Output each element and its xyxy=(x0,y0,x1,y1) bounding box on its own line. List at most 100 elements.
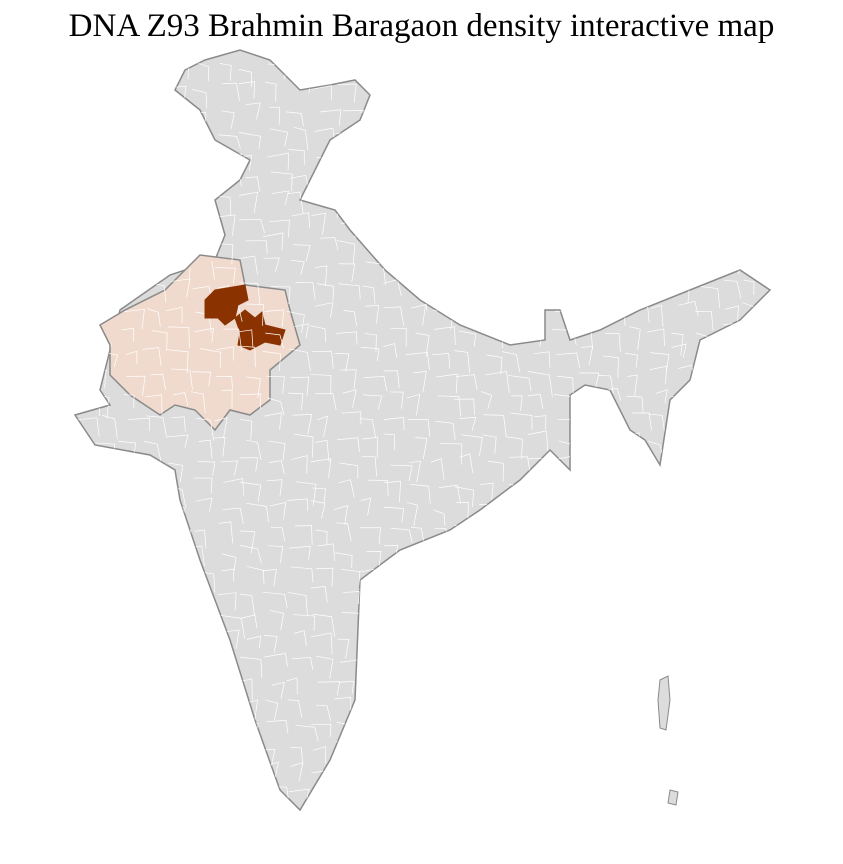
district-border-line xyxy=(198,660,220,683)
district-border-line xyxy=(507,545,522,565)
district-border-line xyxy=(175,223,195,240)
region-rajasthan[interactable] xyxy=(99,254,301,432)
district-border-line xyxy=(628,480,640,494)
district-border-line xyxy=(223,328,242,351)
district-border-line xyxy=(194,529,207,549)
district-border-line xyxy=(407,393,421,416)
district-border-line xyxy=(437,88,452,109)
region-district-high-south[interactable] xyxy=(234,309,286,351)
district-border-line xyxy=(652,526,667,547)
district-border-line xyxy=(556,352,581,369)
district-border-line xyxy=(698,545,712,568)
district-border-line xyxy=(575,609,591,625)
district-border-line xyxy=(167,746,183,769)
district-border-line xyxy=(622,262,643,280)
nicobar-islands[interactable] xyxy=(667,789,679,806)
district-border-line xyxy=(171,679,188,700)
district-border-line xyxy=(363,682,381,699)
district-border-line xyxy=(221,568,235,582)
district-border-line xyxy=(603,568,627,587)
district-border-line xyxy=(240,656,263,678)
district-border-line xyxy=(150,172,172,194)
district-border-line xyxy=(624,634,647,655)
district-border-line xyxy=(195,497,213,512)
district-border-line xyxy=(582,745,602,768)
district-border-line xyxy=(414,771,436,796)
district-border-line xyxy=(746,105,762,121)
district-border-line xyxy=(142,149,156,168)
district-border-line xyxy=(78,331,98,349)
district-border-line xyxy=(191,789,210,808)
district-border-line xyxy=(219,62,232,82)
district-border-line xyxy=(407,178,425,201)
district-border-line xyxy=(625,194,640,217)
district-border-line xyxy=(672,808,692,810)
district-border-line xyxy=(360,527,381,545)
district-border-line xyxy=(437,194,457,210)
district-border-line xyxy=(559,588,579,605)
region-district-high-north[interactable] xyxy=(204,284,249,326)
district-border-line xyxy=(534,615,552,637)
district-border-line xyxy=(124,677,143,691)
district-border-line xyxy=(511,242,531,267)
district-border-line xyxy=(414,653,439,675)
district-border-line xyxy=(391,723,413,742)
district-border-line xyxy=(747,453,762,473)
district-border-line xyxy=(119,260,134,275)
district-border-line xyxy=(146,308,161,327)
district-border-line xyxy=(294,323,309,339)
district-border-line xyxy=(558,82,573,99)
district-border-line xyxy=(96,728,119,752)
district-border-line xyxy=(677,241,699,263)
district-border-line xyxy=(382,156,404,180)
district-border-line xyxy=(748,346,765,364)
district-border-line xyxy=(654,464,676,489)
district-border-line xyxy=(290,259,305,276)
district-border-line xyxy=(769,144,770,166)
district-border-line xyxy=(317,681,341,696)
district-border-line xyxy=(118,807,135,810)
district-border-line xyxy=(390,464,413,481)
district-border-line xyxy=(599,128,620,151)
district-border-line xyxy=(79,719,102,734)
district-border-line xyxy=(341,764,367,785)
district-border-line xyxy=(338,681,354,694)
district-border-line xyxy=(75,214,87,235)
district-border-line xyxy=(583,393,599,414)
district-border-line xyxy=(456,502,469,524)
district-border-line xyxy=(262,569,277,587)
district-border-line xyxy=(650,768,662,787)
district-border-line xyxy=(171,416,186,432)
district-border-line xyxy=(269,128,289,147)
district-border-line xyxy=(390,527,413,544)
district-border-line xyxy=(365,152,388,169)
district-border-line xyxy=(534,479,556,492)
district-border-line xyxy=(316,283,334,301)
district-border-line xyxy=(361,743,374,766)
district-border-line xyxy=(771,325,783,345)
district-border-line xyxy=(215,376,233,390)
district-border-line xyxy=(75,82,98,100)
district-border-line xyxy=(767,397,770,416)
district-border-line xyxy=(343,812,355,827)
district-border-line xyxy=(459,330,477,347)
district-border-line xyxy=(484,175,504,195)
district-border-line xyxy=(246,502,269,523)
district-border-line xyxy=(576,59,597,73)
district-border-line xyxy=(625,750,645,773)
district-border-line xyxy=(146,614,167,634)
district-border-line xyxy=(597,237,617,260)
district-border-line xyxy=(334,353,350,372)
district-border-line xyxy=(459,591,477,608)
andaman-islands[interactable] xyxy=(657,675,671,731)
district-border-line xyxy=(703,234,724,255)
district-border-line xyxy=(678,640,696,657)
district-border-line xyxy=(703,257,718,276)
district-border-line xyxy=(408,804,423,810)
district-border-line xyxy=(190,391,206,413)
district-border-line xyxy=(96,765,113,784)
district-border-line xyxy=(434,326,456,345)
district-border-line xyxy=(435,420,456,441)
district-border-line xyxy=(602,170,623,192)
